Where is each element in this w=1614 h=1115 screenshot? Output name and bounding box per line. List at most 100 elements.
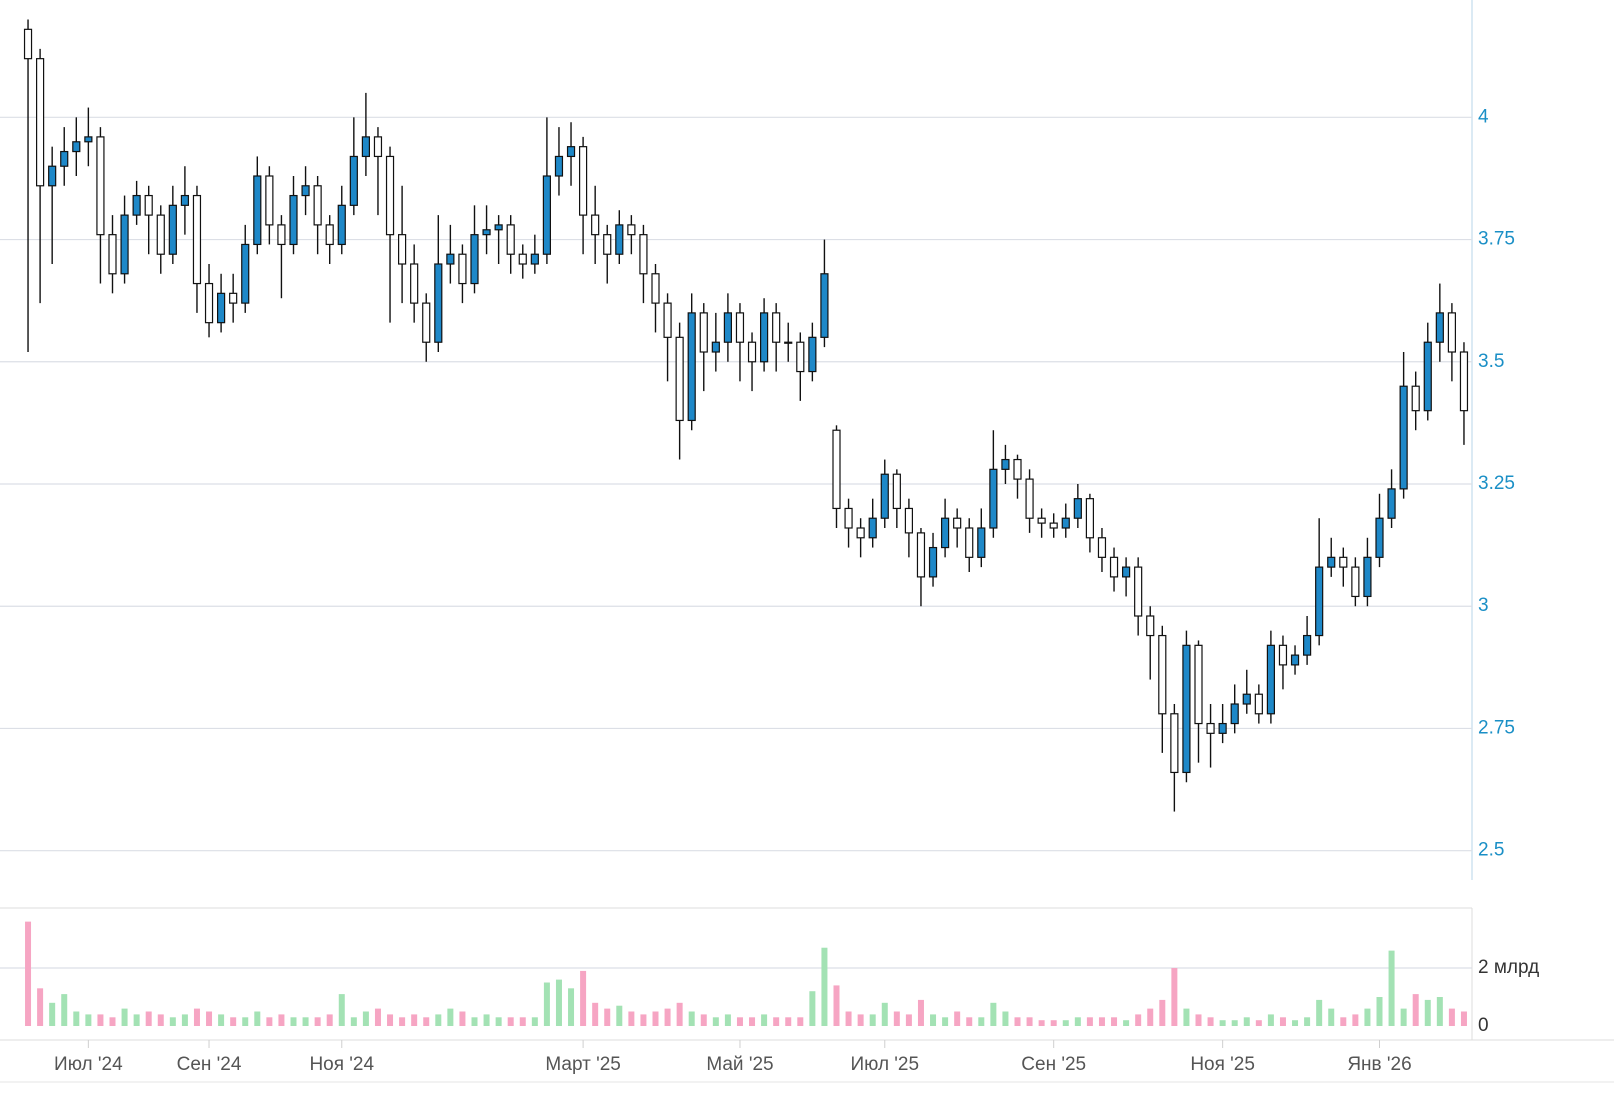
volume-bar xyxy=(1123,1020,1130,1026)
volume-bar xyxy=(736,1017,743,1026)
volume-bar xyxy=(640,1014,647,1026)
volume-bar xyxy=(966,1017,973,1026)
volume-bar xyxy=(471,1017,478,1026)
volume-bar xyxy=(242,1017,249,1026)
volume-bar xyxy=(1086,1017,1093,1026)
candle-body xyxy=(1194,644,1203,725)
volume-bar xyxy=(133,1014,140,1026)
candle-body xyxy=(1230,703,1239,725)
volume-bar xyxy=(314,1017,321,1026)
volume-bar xyxy=(1159,999,1166,1026)
volume-bar xyxy=(628,1011,635,1026)
candle-body xyxy=(1182,644,1191,774)
volume-bar xyxy=(761,1014,768,1026)
volume-bar xyxy=(845,1011,852,1026)
candle-body xyxy=(977,527,986,558)
candle-body xyxy=(1387,488,1396,519)
volume-bar xyxy=(157,1014,164,1026)
candle-body xyxy=(289,194,298,246)
candle-body xyxy=(458,253,467,285)
candle-body xyxy=(916,532,926,578)
volume-bar xyxy=(580,970,587,1026)
volume-bar xyxy=(73,1011,80,1026)
volume-bar xyxy=(278,1014,285,1026)
volume-bar xyxy=(1412,994,1419,1026)
volume-bar xyxy=(531,1017,538,1026)
volume-bar xyxy=(1376,997,1383,1026)
volume-tick-label: 0 xyxy=(1478,1015,1489,1036)
candle-body xyxy=(1134,566,1143,617)
volume-bar xyxy=(1219,1020,1226,1026)
candle-body xyxy=(953,517,962,529)
candle-body xyxy=(23,28,33,60)
candle-body xyxy=(385,155,395,236)
candle-body xyxy=(1315,566,1324,637)
volume-bar xyxy=(917,999,924,1026)
candle-body xyxy=(1411,385,1420,412)
volume-bar xyxy=(302,1017,309,1026)
candle-body xyxy=(1025,478,1034,519)
volume-bar xyxy=(507,1017,514,1026)
candle-body xyxy=(60,150,69,167)
volume-bar xyxy=(1340,1017,1347,1026)
candles xyxy=(23,19,1469,812)
candle-body xyxy=(530,253,539,265)
x-tick-label: Май '25 xyxy=(706,1054,773,1075)
candle-body xyxy=(144,194,153,216)
volume-bar xyxy=(821,947,828,1026)
volume-bar xyxy=(1195,1014,1202,1026)
volume-bar xyxy=(193,1008,200,1026)
candle-body xyxy=(120,214,129,275)
volume-bar xyxy=(423,1017,430,1026)
candle-body xyxy=(132,194,141,216)
candle-body xyxy=(1327,556,1336,568)
volume-bar xyxy=(905,1014,912,1026)
volume-bar xyxy=(181,1014,188,1026)
volume-bar xyxy=(1267,1014,1274,1026)
volume-bar xyxy=(543,982,550,1026)
volume-bar xyxy=(1062,1020,1069,1026)
volume-bar xyxy=(857,1014,864,1026)
y-tick-label: 2.5 xyxy=(1478,840,1504,861)
candle-body xyxy=(1097,537,1107,558)
volume-bar xyxy=(809,991,816,1026)
volume-bar xyxy=(1038,1020,1045,1026)
volume-bar xyxy=(447,1008,454,1026)
x-tick-label: Июл '25 xyxy=(850,1054,919,1075)
candle-body xyxy=(615,224,624,255)
candle-body xyxy=(1218,722,1227,734)
candle-body xyxy=(1351,566,1360,598)
volume-bar xyxy=(1328,1008,1335,1026)
volume-bar xyxy=(990,1002,997,1026)
volume-bar xyxy=(978,1017,985,1026)
volume-bar xyxy=(1448,1008,1455,1026)
volume-bars xyxy=(25,921,1467,1026)
x-tick-label: Сен '24 xyxy=(177,1054,242,1075)
candle-body xyxy=(542,175,552,255)
volume-bar xyxy=(230,1017,237,1026)
candle-body xyxy=(1170,713,1179,774)
volume-bar xyxy=(1316,999,1323,1026)
candle-body xyxy=(180,194,189,206)
candle-body xyxy=(663,302,672,338)
volume-bar xyxy=(1436,997,1443,1026)
volume-bar xyxy=(109,1017,116,1026)
candle-body xyxy=(1206,722,1215,734)
candle-body xyxy=(1266,644,1276,715)
volume-bar xyxy=(483,1014,490,1026)
volume-bar xyxy=(362,1011,369,1026)
candle-body xyxy=(35,58,45,187)
volume-bar xyxy=(121,1008,128,1026)
volume-bar xyxy=(1424,999,1431,1026)
candle-body xyxy=(422,302,431,343)
volume-bar xyxy=(374,1008,381,1026)
volume-bar xyxy=(37,988,44,1026)
volume-bar xyxy=(1014,1017,1021,1026)
x-tick-label: Март '25 xyxy=(545,1054,621,1075)
candle-body xyxy=(373,136,383,158)
candle-body xyxy=(1290,654,1300,666)
candle-body xyxy=(784,341,793,344)
candle-body xyxy=(241,243,250,304)
candle-body xyxy=(566,146,576,158)
